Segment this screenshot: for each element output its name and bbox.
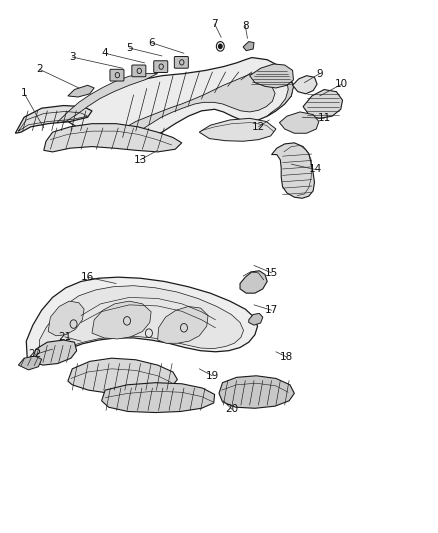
Polygon shape [26,277,258,364]
Polygon shape [303,90,343,118]
Polygon shape [32,340,77,365]
Text: 16: 16 [81,272,94,282]
Polygon shape [39,286,244,356]
FancyBboxPatch shape [174,56,188,68]
Circle shape [219,44,222,49]
Text: 21: 21 [58,332,71,342]
Text: 6: 6 [148,38,155,47]
Text: 12: 12 [252,122,265,132]
Polygon shape [267,65,293,116]
Polygon shape [158,306,208,343]
Text: 11: 11 [318,114,331,123]
Polygon shape [114,74,275,139]
Text: 22: 22 [28,350,42,359]
Text: 17: 17 [265,305,278,315]
Text: 19: 19 [206,371,219,381]
Text: 8: 8 [242,21,249,30]
FancyBboxPatch shape [154,61,168,72]
Polygon shape [57,74,158,123]
Polygon shape [92,301,151,339]
Polygon shape [102,383,215,413]
Text: 13: 13 [134,155,147,165]
Polygon shape [250,64,293,88]
FancyBboxPatch shape [132,65,146,77]
Text: 9: 9 [316,69,323,78]
Polygon shape [219,376,294,408]
Text: 14: 14 [309,165,322,174]
Polygon shape [272,143,314,198]
Polygon shape [68,358,177,394]
Text: 2: 2 [36,64,43,74]
Text: 18: 18 [280,352,293,362]
Text: 3: 3 [69,52,76,62]
Polygon shape [243,42,254,51]
Polygon shape [18,356,42,370]
Polygon shape [249,313,263,325]
Polygon shape [44,124,182,152]
Polygon shape [199,118,276,141]
Text: 15: 15 [265,268,278,278]
Text: 10: 10 [335,79,348,89]
Polygon shape [15,106,92,133]
Polygon shape [57,58,293,145]
Polygon shape [68,85,94,97]
Text: 20: 20 [226,405,239,414]
Polygon shape [48,301,84,336]
Text: 1: 1 [21,88,28,98]
Text: 7: 7 [211,19,218,29]
FancyBboxPatch shape [110,69,124,81]
Polygon shape [240,271,267,293]
Polygon shape [293,76,317,94]
Text: 4: 4 [102,49,109,58]
Text: 5: 5 [126,43,133,53]
Polygon shape [279,112,319,133]
